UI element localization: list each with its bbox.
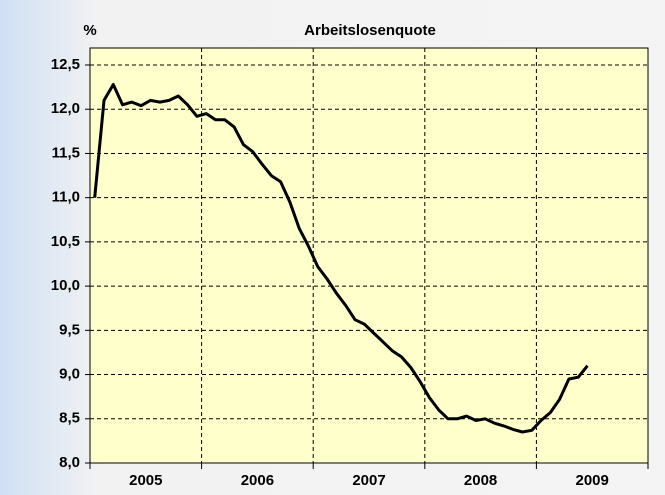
- x-tick-label: 2009: [576, 472, 609, 489]
- y-tick-label: 11,0: [52, 189, 80, 206]
- plot-area: [90, 48, 648, 463]
- y-tick-label: 8,5: [59, 410, 80, 427]
- x-tick-label: 2006: [241, 472, 274, 489]
- y-tick-label: 9,5: [59, 321, 80, 338]
- y-tick-label: 8,0: [59, 454, 80, 471]
- chart-title: Arbeitslosenquote: [304, 22, 436, 39]
- y-tick-label: 12,5: [51, 56, 80, 73]
- x-tick-label: 2007: [352, 472, 385, 489]
- y-tick-label: 10,0: [51, 277, 80, 294]
- y-tick-label: 10,5: [51, 233, 80, 250]
- y-axis-label: %: [83, 22, 96, 39]
- data-line: [93, 83, 589, 434]
- y-tick-label: 11,5: [52, 144, 80, 161]
- y-tick-label: 9,0: [59, 366, 80, 383]
- y-tick-label: 12,0: [51, 100, 80, 117]
- plot-border: [89, 47, 649, 464]
- x-tick-label: 2005: [129, 472, 162, 489]
- x-tick-label: 2008: [464, 472, 497, 489]
